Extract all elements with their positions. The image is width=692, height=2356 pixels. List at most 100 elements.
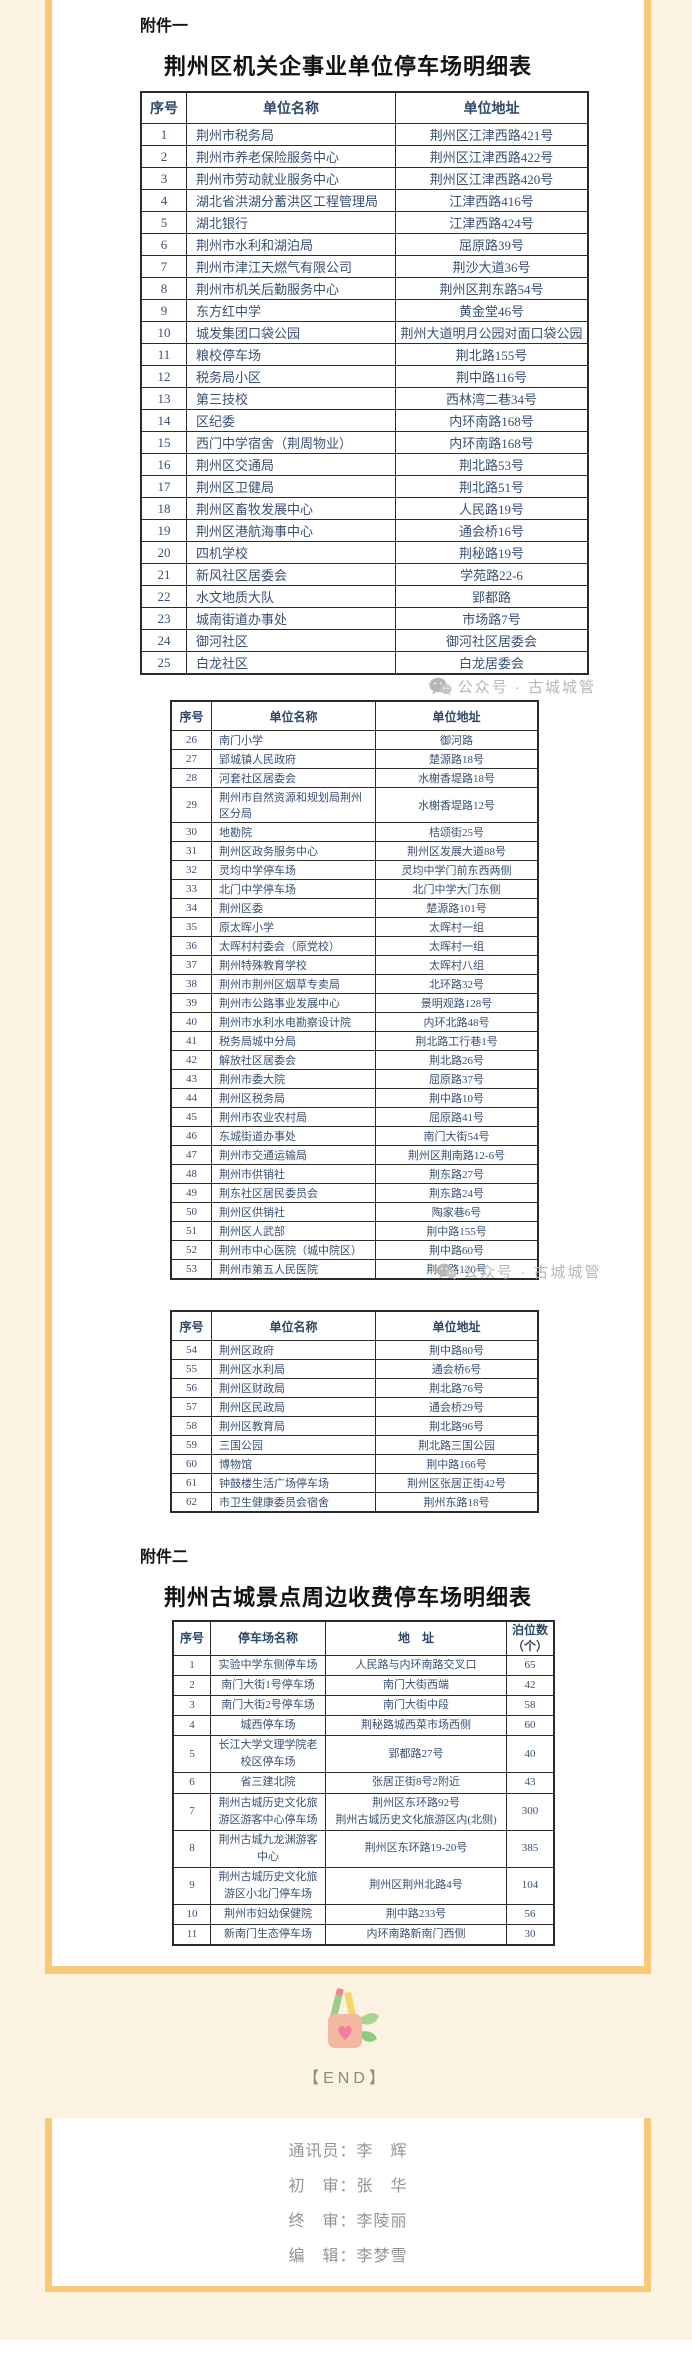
table-cell: 荆州区港航海事中心 xyxy=(186,519,396,542)
table-cell: 新风社区居委会 xyxy=(186,563,396,586)
table-row: 52 荆州市中心医院（城中院区） 荆中路60号 xyxy=(170,1240,539,1260)
table-cell: 8 xyxy=(172,1829,211,1868)
table-cell: 荆州特殊教育学校 xyxy=(211,955,376,975)
table-row: 48 荆州市供销社 荆东路27号 xyxy=(170,1164,539,1184)
table-cell: 灵均中学停车场 xyxy=(211,860,376,880)
table-cell: 西林湾二巷34号 xyxy=(395,387,589,410)
table-cell: 荆州市第五人民医院 xyxy=(211,1259,376,1280)
table-cell: 荆州古城历史文化旅游区小北门停车场 xyxy=(210,1866,326,1905)
wechat-icon xyxy=(429,677,452,696)
table-cell: 荆州区畜牧发展中心 xyxy=(186,497,396,520)
table-cell: 60 xyxy=(506,1715,555,1737)
table-cell: 荆州市税务局 xyxy=(186,123,396,146)
table-cell: 解放社区居委会 xyxy=(211,1050,376,1070)
table-row: 54 荆州区政府 荆中路80号 xyxy=(170,1340,539,1360)
table-cell: 城西停车场 xyxy=(210,1715,326,1737)
table-cell: 通会桥16号 xyxy=(395,519,589,542)
table-cell: 东方红中学 xyxy=(186,299,396,322)
table-cell: 荆东社区居民委员会 xyxy=(211,1183,376,1203)
table-cell: 荆中路10号 xyxy=(375,1088,539,1108)
column-header: 单位名称 xyxy=(211,1310,376,1341)
table-row: 50 荆州区供销社 陶家巷6号 xyxy=(170,1202,539,1222)
table-cell: 省三建北院 xyxy=(210,1772,326,1794)
table-cell: 8 xyxy=(140,277,187,300)
table-cell: 5 xyxy=(140,211,187,234)
table-cell: 荆州区交通局 xyxy=(186,453,396,476)
table-cell: 荆沙大道36号 xyxy=(395,255,589,278)
table-cell: 通会桥6号 xyxy=(375,1359,539,1379)
table-row: 51 荆州区人武部 荆中路155号 xyxy=(170,1221,539,1241)
table-cell: 45 xyxy=(170,1107,212,1127)
table-cell: 税务局城中分局 xyxy=(211,1031,376,1051)
table-cell: 湖北银行 xyxy=(186,211,396,234)
table-cell: 城发集团口袋公园 xyxy=(186,321,396,344)
table-cell: 27 xyxy=(170,749,212,769)
table-cell: 16 xyxy=(140,453,187,476)
table-cell: 荆东路27号 xyxy=(375,1164,539,1184)
table-row: 23 城南街道办事处 市场路7号 xyxy=(140,607,589,630)
table-row: 7 荆州市津江天燃气有限公司 荆沙大道36号 xyxy=(140,255,589,278)
table-row: 19 荆州区港航海事中心 通会桥16号 xyxy=(140,519,589,542)
table-cell: 7 xyxy=(140,255,187,278)
table-cell: 57 xyxy=(170,1397,212,1417)
column-header: 单位地址 xyxy=(375,700,539,731)
table-cell: 10 xyxy=(172,1903,211,1925)
table-cell: 34 xyxy=(170,898,212,918)
table-cell: 荆中路155号 xyxy=(375,1221,539,1241)
table-row: 34 荆州区委 楚源路101号 xyxy=(170,898,539,918)
table-2-wrapper: 序号 单位名称 单位地址 26 南门小学 御河路 27 郢城镇人民政府 楚源路18号 28 河套社区… xyxy=(52,700,644,1281)
header-row: 序号 停车场名称地 址泊位数 （个） xyxy=(172,1620,555,1657)
table-cell: 10 xyxy=(140,321,187,344)
table-cell: 灵均中学门前东西两侧 xyxy=(375,860,539,880)
table-cell: 荆州区民政局 xyxy=(211,1397,376,1417)
table-cell: 3 xyxy=(172,1695,211,1717)
table-row: 39 荆州市公路事业发展中心 景明观路128号 xyxy=(170,993,539,1013)
table-cell: 6 xyxy=(172,1772,211,1794)
table-cell: 14 xyxy=(140,409,187,432)
credit-reporter: 通讯员：李 辉 xyxy=(288,2142,408,2160)
column-header: 泊位数 （个） xyxy=(506,1620,555,1657)
attachments-card: 附件一 荆州区机关企事业单位停车场明细表 序号 单位名称 单位地址 1 荆州市税务局 荆州… xyxy=(45,0,651,1974)
credits-card: 通讯员：李 辉 初 审：张 华 终 审：李陵丽 编 辑：李梦雪 xyxy=(45,2117,651,2292)
table-row: 6 荆州市水利和湖泊局 屈原路39号 xyxy=(140,233,589,256)
table-cell: 荆州市公路事业发展中心 xyxy=(211,993,376,1013)
table-row: 5 长江大学文理学院老校区停车场 郢都路27号 40 xyxy=(172,1735,555,1774)
table-row: 13 第三技校 西林湾二巷34号 xyxy=(140,387,589,410)
table-cell: 郢城镇人民政府 xyxy=(211,749,376,769)
table-cell: 12 xyxy=(140,365,187,388)
table-row: 59 三国公园 荆北路三国公园 xyxy=(170,1435,539,1455)
table-row: 1 荆州市税务局 荆州区江津西路421号 xyxy=(140,123,589,146)
table-row: 3 南门大街2号停车场 南门大街中段 58 xyxy=(172,1695,555,1717)
table-cell: 58 xyxy=(506,1695,555,1717)
end-section: 【END】 xyxy=(0,1974,692,2118)
table-cell: 荆州区荆州北路4号 xyxy=(325,1866,507,1905)
table-cell: 1 xyxy=(172,1655,211,1677)
table-cell: 32 xyxy=(170,860,212,880)
table-cell: 水榭香堤路18号 xyxy=(375,768,539,788)
table-cell: 21 xyxy=(140,563,187,586)
header-row: 序号 单位名称 单位地址 xyxy=(140,91,589,124)
table-cell: 荆州古城九龙渊游客中心 xyxy=(210,1829,326,1868)
table-cell: 荆中路233号 xyxy=(325,1903,507,1925)
table-cell: 40 xyxy=(170,1012,212,1032)
credit-first-review: 初 审：张 华 xyxy=(288,2177,408,2195)
table-cell: 36 xyxy=(170,936,212,956)
table-row: 8 荆州市机关后勤服务中心 荆州区荆东路54号 xyxy=(140,277,589,300)
table-row: 49 荆东社区居民委员会 荆东路24号 xyxy=(170,1183,539,1203)
table-row: 16 荆州区交通局 荆北路53号 xyxy=(140,453,589,476)
table-cell: 20 xyxy=(140,541,187,564)
table-cell: 屈原路37号 xyxy=(375,1069,539,1089)
attachment-1-title: 荆州区机关企事业单位停车场明细表 xyxy=(163,54,532,79)
table-cell: 荆州区委 xyxy=(211,898,376,918)
table-cell: 荆州市自然资源和规划局荆州区分局 xyxy=(211,787,376,823)
table-cell: 太晖村村委会（原党校） xyxy=(211,936,376,956)
table-cell: 荆州古城历史文化旅游区游客中心停车场 xyxy=(210,1792,326,1831)
table-cell: 荆北路96号 xyxy=(375,1416,539,1436)
table-row: 2 南门大街1号停车场 南门大街西端 42 xyxy=(172,1675,555,1697)
table-cell: 300 xyxy=(506,1792,555,1831)
table-cell: 5 xyxy=(172,1735,211,1774)
unit-parking-table-1: 序号 单位名称 单位地址 1 荆州市税务局 荆州区江津西路421号 2 荆州市养老保险服务中心… xyxy=(140,91,589,675)
table-cell: 桔颂街25号 xyxy=(375,822,539,842)
table-cell: 北门中学大门东侧 xyxy=(375,879,539,899)
table-cell: 黄金堂46号 xyxy=(395,299,589,322)
